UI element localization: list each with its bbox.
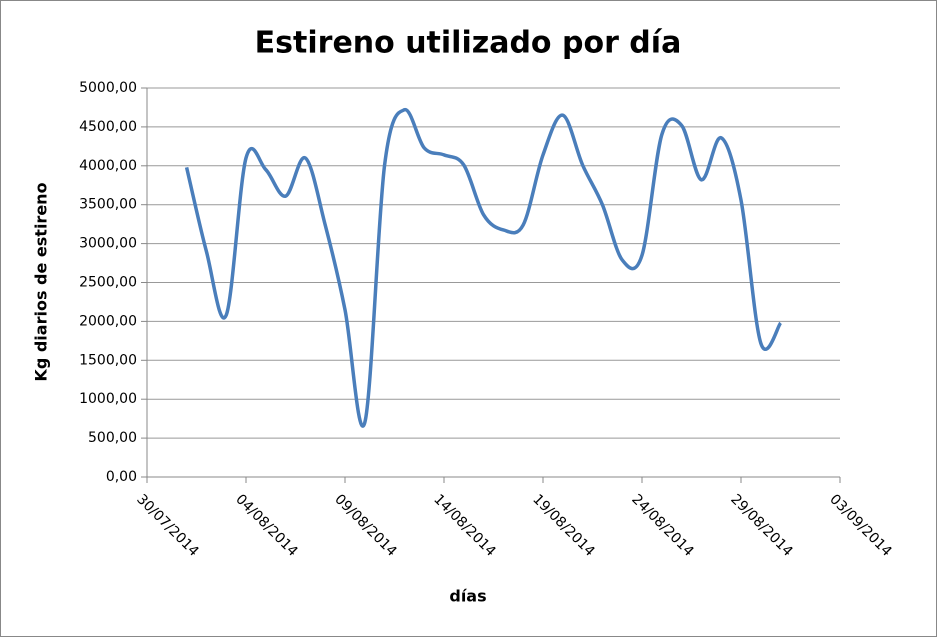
chart-title: Estireno utilizado por día: [255, 26, 682, 61]
y-tick-label: 4500,00: [79, 119, 137, 135]
y-tick-label: 2000,00: [79, 313, 137, 329]
data-line: [184, 108, 783, 428]
y-tick-label: 3000,00: [79, 236, 137, 252]
y-tick-label: 2500,00: [79, 275, 137, 291]
y-tick-label: 1000,00: [79, 391, 137, 407]
y-tick-label: 0,00: [106, 469, 137, 485]
y-tick-label: 1500,00: [79, 352, 137, 368]
y-tick-label: 4000,00: [79, 158, 137, 174]
y-tick-label: 500,00: [88, 430, 137, 446]
y-tick-label: 3500,00: [79, 197, 137, 213]
y-axis-label: Kg diarios de estireno: [32, 182, 51, 381]
x-axis-label: días: [449, 587, 486, 606]
y-tick-label: 5000,00: [79, 80, 137, 96]
